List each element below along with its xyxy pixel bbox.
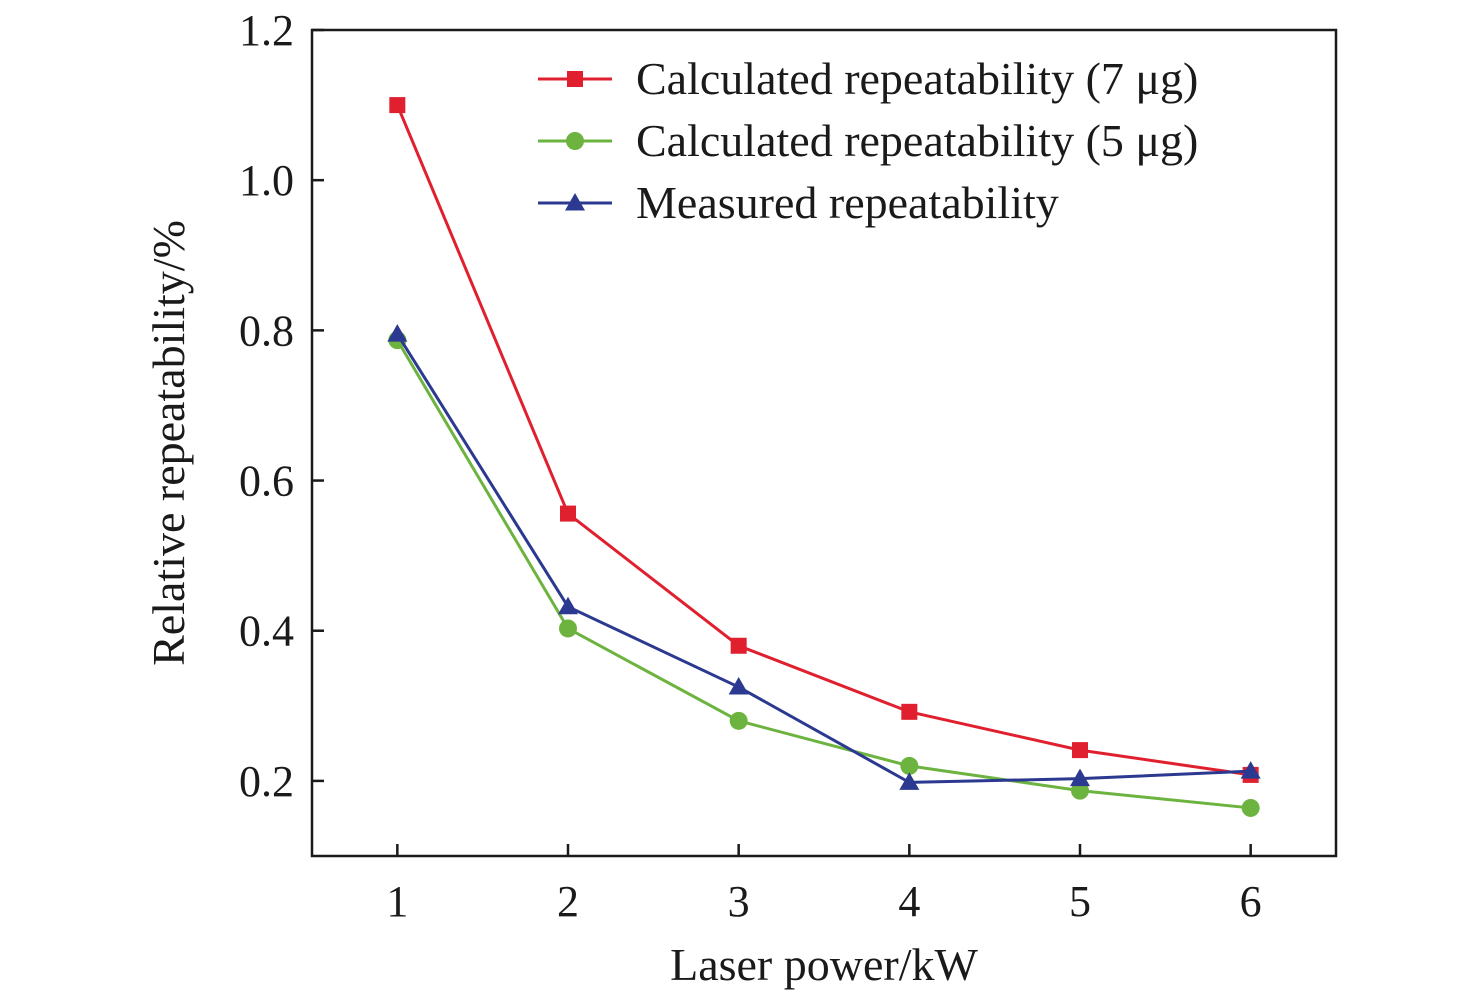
x-tick-label: 4 bbox=[898, 877, 920, 926]
plot-frame bbox=[310, 28, 1338, 858]
legend: Calculated repeatability (7 μg) Calculate… bbox=[538, 53, 1198, 228]
x-tick-label: 5 bbox=[1069, 877, 1091, 926]
x-tick-label: 6 bbox=[1240, 877, 1262, 926]
series-1 bbox=[389, 97, 1259, 783]
legend-marker bbox=[565, 193, 585, 211]
legend-label: Calculated repeatability (5 μg) bbox=[636, 115, 1198, 166]
legend-item: Measured repeatability bbox=[538, 177, 1059, 228]
x-tick-label: 2 bbox=[557, 877, 579, 926]
data-point bbox=[1071, 781, 1089, 800]
x-axis-title: Laser power/kW bbox=[670, 939, 978, 990]
data-point bbox=[389, 97, 406, 114]
legend-item: Calculated repeatability (7 μg) bbox=[538, 53, 1198, 104]
data-point bbox=[560, 505, 576, 522]
data-point bbox=[387, 324, 408, 342]
y-tick-label: 1.0 bbox=[239, 156, 294, 205]
data-point bbox=[899, 772, 920, 790]
series-3 bbox=[387, 324, 1261, 790]
data-point bbox=[559, 619, 577, 638]
y-axis-title: Relative repeatability/% bbox=[143, 220, 194, 666]
series-line bbox=[395, 104, 1251, 777]
legend-label: Calculated repeatability (7 μg) bbox=[636, 53, 1198, 104]
x-tick-label: 1 bbox=[386, 877, 408, 926]
data-point bbox=[728, 677, 749, 695]
x-tick-label: 3 bbox=[728, 877, 750, 926]
axes: 0.2 0.4 0.6 0.8 1.0 1.2 1 2 3 4 5 6 bbox=[239, 6, 1338, 926]
data-point bbox=[1070, 768, 1090, 787]
y-tick-label: 0.2 bbox=[239, 757, 294, 806]
data-point bbox=[1240, 761, 1261, 779]
y-tick-label: 0.4 bbox=[239, 607, 294, 656]
series-line bbox=[396, 339, 1251, 810]
data-point bbox=[558, 596, 578, 615]
y-tick-label: 0.6 bbox=[239, 457, 294, 506]
y-tick-label: 0.8 bbox=[239, 306, 294, 355]
legend-label: Measured repeatability bbox=[636, 177, 1059, 228]
data-point bbox=[900, 756, 919, 775]
y-tick-label: 1.2 bbox=[239, 6, 294, 55]
data-point bbox=[1241, 798, 1260, 817]
series-group bbox=[387, 97, 1261, 817]
series-2 bbox=[388, 331, 1260, 817]
data-point bbox=[729, 711, 748, 730]
data-point bbox=[901, 703, 918, 720]
legend-item: Calculated repeatability (5 μg) bbox=[538, 115, 1198, 166]
series-line bbox=[396, 333, 1251, 784]
legend-marker bbox=[566, 132, 584, 150]
data-point bbox=[1072, 742, 1088, 759]
legend-marker bbox=[567, 71, 583, 87]
data-point bbox=[730, 637, 747, 654]
